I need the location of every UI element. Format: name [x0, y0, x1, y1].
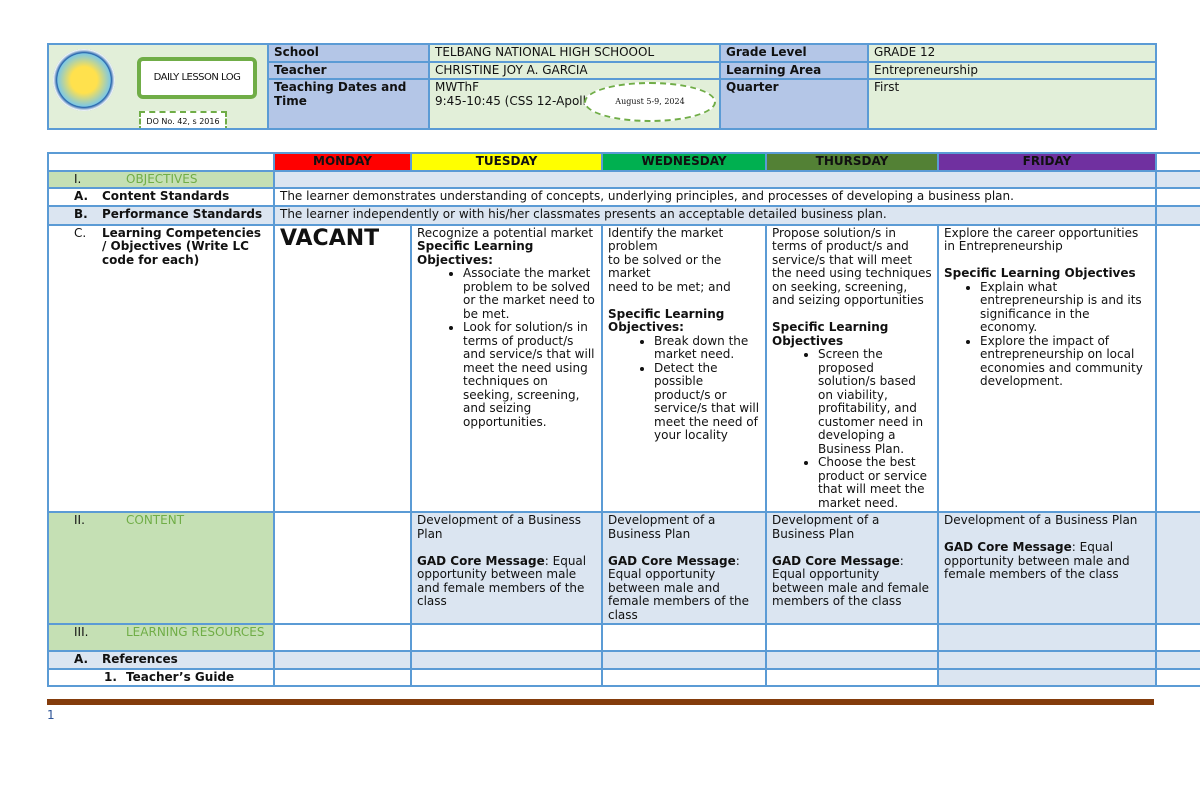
list-item: Associate the market problem to be solve…: [463, 266, 596, 321]
empty-cell: [410, 650, 603, 670]
day-tuesday: TUESDAY: [410, 152, 603, 172]
empty-cell: [765, 650, 939, 670]
empty-cell: [601, 650, 767, 670]
school-label: School: [267, 43, 430, 63]
empty-cell: [765, 623, 939, 652]
teacher-label: Teacher: [267, 60, 430, 80]
day-thursday: THURSDAY: [765, 152, 939, 172]
teacher-value: CHRISTINE JOY A. GARCIA: [428, 60, 721, 80]
list-item: Look for solution/s in terms of product/…: [463, 320, 596, 429]
day-friday: FRIDAY: [937, 152, 1157, 172]
grade-label: Grade Level: [719, 43, 869, 63]
header-table: DAILY LESSON LOG DO No. 42, s 2016 Schoo…: [47, 43, 1157, 130]
list-item: Explain what entrepreneurship is and its…: [980, 280, 1150, 335]
list-item: Choose the best product or service that …: [818, 455, 932, 510]
empty-cell: [601, 667, 767, 687]
day-wednesday: WEDNESDAY: [601, 152, 767, 172]
extra-cell: [1155, 223, 1200, 513]
friday-competencies: Explore the career opportunities in Entr…: [937, 223, 1157, 513]
extra-cell: [1155, 187, 1200, 207]
references-label: A. References: [47, 650, 275, 670]
empty-cell: [601, 623, 767, 652]
logo-cell: DAILY LESSON LOG DO No. 42, s 2016: [47, 43, 269, 130]
empty-cell: [410, 623, 603, 652]
extra-cell: [1155, 650, 1200, 670]
extra-cell: [1155, 152, 1200, 172]
dates-value: MWThF 9:45-10:45 (CSS 12-Apollo) August …: [428, 78, 721, 130]
objectives-heading: I. OBJECTIVES: [47, 169, 275, 189]
extra-cell: [1155, 623, 1200, 652]
dates-label: Teaching Dates and Time: [267, 78, 430, 130]
extra-cell: [1155, 667, 1200, 687]
footer-rule: [47, 699, 1154, 705]
list-item: Break down the market need.: [654, 334, 760, 362]
extra-cell: [1155, 204, 1200, 226]
list-item: Explore the impact of entrepreneurship o…: [980, 334, 1150, 389]
thursday-content: Development of a Business Plan GAD Core M…: [765, 511, 939, 625]
content-heading: II. CONTENT: [47, 511, 275, 625]
quarter-value: First: [867, 78, 1157, 130]
monday-content: [273, 511, 412, 625]
objectives-fill: [273, 169, 1157, 189]
empty-cell: [273, 667, 412, 687]
performance-standards-label: B. Performance Standards: [47, 204, 275, 226]
corner-cell: [47, 152, 275, 172]
time-text: 9:45-10:45 (CSS 12-Apollo): [435, 93, 598, 108]
performance-standards-text: The learner independently or with his/he…: [273, 204, 1157, 226]
empty-cell: [937, 650, 1157, 670]
teachers-guide-label: 1. Teacher’s Guide: [47, 667, 275, 687]
list-item: Screen the proposed solution/s based on …: [818, 347, 932, 456]
extra-cell: [1155, 169, 1200, 189]
day-monday: MONDAY: [273, 152, 412, 172]
empty-cell: [273, 650, 412, 670]
friday-content: Development of a Business Plan GAD Core M…: [937, 511, 1157, 625]
content-standards-text: The learner demonstrates understanding o…: [273, 187, 1157, 207]
list-item: Detect the possible product/s or service…: [654, 361, 760, 443]
deped-seal-logo: [53, 49, 115, 111]
daily-lesson-log-badge: DAILY LESSON LOG: [137, 57, 257, 99]
wednesday-competencies: Identify the market problem to be solved…: [601, 223, 767, 513]
grade-value: GRADE 12: [867, 43, 1157, 63]
empty-cell: [410, 667, 603, 687]
monday-competencies: VACANT: [273, 223, 412, 513]
learning-resources-heading: III. LEARNING RESOURCES: [47, 623, 275, 652]
empty-cell: [273, 623, 412, 652]
quarter-label: Quarter: [719, 78, 869, 130]
empty-cell: [937, 667, 1157, 687]
date-stamp: August 5-9, 2024: [584, 82, 716, 122]
empty-cell: [937, 623, 1157, 652]
content-standards-label: A. Content Standards: [47, 187, 275, 207]
area-label: Learning Area: [719, 60, 869, 80]
page-number: 1: [47, 708, 55, 722]
competencies-label: C. Learning Competencies / Objectives (Wr…: [47, 223, 275, 513]
do-number-badge: DO No. 42, s 2016: [139, 111, 227, 127]
empty-cell: [765, 667, 939, 687]
days-text: MWThF: [435, 80, 480, 94]
area-value: Entrepreneurship: [867, 60, 1157, 80]
lesson-table: MONDAY TUESDAY WEDNESDAY THURSDAY FRIDAY…: [47, 152, 1200, 687]
tuesday-competencies: Recognize a potential market Specific Lea…: [410, 223, 603, 513]
extra-cell: [1155, 511, 1200, 625]
wednesday-content: Development of a Business Plan GAD Core M…: [601, 511, 767, 625]
school-value: TELBANG NATIONAL HIGH SCHOOOL: [428, 43, 721, 63]
tuesday-content: Development of a Business Plan GAD Core M…: [410, 511, 603, 625]
thursday-competencies: Propose solution/s in terms of product/s…: [765, 223, 939, 513]
